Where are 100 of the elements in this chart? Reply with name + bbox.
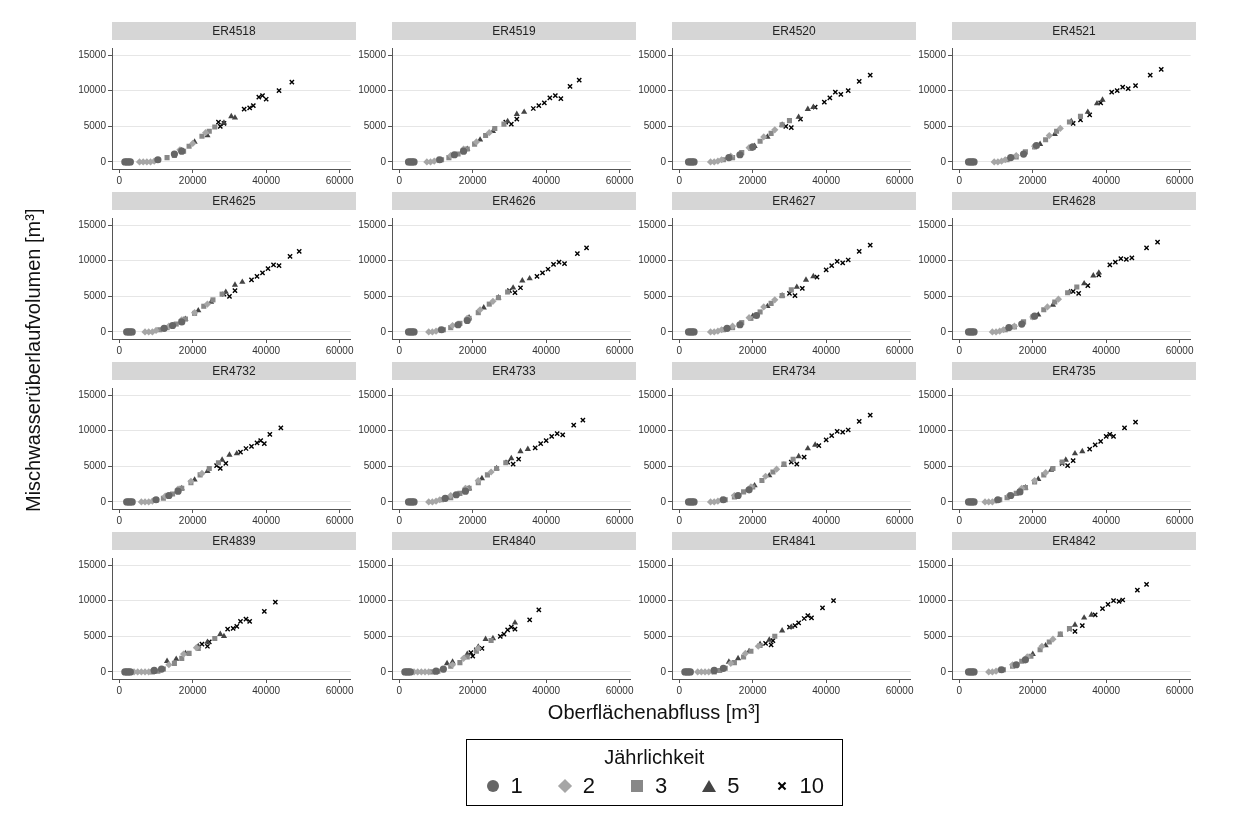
y-tick-label: 15000 [78, 48, 107, 60]
y-tick-label: 15000 [638, 218, 667, 230]
chart-title: ER4841 [672, 532, 916, 550]
chart-title: ER4839 [112, 532, 356, 550]
y-tick-label: 15000 [918, 218, 947, 230]
x-tick-label: 40000 [812, 174, 841, 186]
x-tick-label: 0 [676, 344, 683, 356]
x-tick-label: 0 [956, 514, 963, 526]
x-tick-label: 0 [116, 514, 123, 526]
x-tick-label: 60000 [1165, 684, 1194, 696]
y-tick-label: 5000 [83, 120, 107, 132]
x-tick-label: 0 [116, 684, 123, 696]
x-tick-label: 20000 [1018, 514, 1048, 526]
x-tick-label: 20000 [1018, 344, 1048, 356]
x-tick-label: 0 [396, 684, 403, 696]
x-tick-label: 60000 [605, 344, 634, 356]
y-tick-label: 15000 [918, 388, 947, 400]
y-tick-label: 10000 [78, 594, 107, 606]
x-tick-label: 20000 [738, 344, 768, 356]
x-tick-label: 0 [676, 684, 683, 696]
y-tick-label: 15000 [638, 558, 667, 570]
legend-label: 3 [655, 773, 668, 799]
y-tick-label: 5000 [363, 290, 387, 302]
y-tick-label: 5000 [83, 290, 107, 302]
y-tick-label: 5000 [643, 460, 667, 472]
y-tick-label: 10000 [918, 594, 947, 606]
x-tick-label: 60000 [325, 174, 354, 186]
y-tick-label: 0 [660, 325, 667, 337]
chart-title: ER4628 [952, 192, 1196, 210]
y-tick-label: 0 [380, 495, 387, 507]
x-tick-label: 20000 [1018, 174, 1048, 186]
y-tick-label: 15000 [358, 388, 387, 400]
y-tick-label: 0 [660, 155, 667, 167]
x-tick-label: 20000 [458, 684, 488, 696]
x-tick-label: 60000 [885, 684, 914, 696]
y-tick-label: 5000 [363, 120, 387, 132]
x-tick-label: 60000 [605, 684, 634, 696]
x-axis-title: Oberflächenabfluss [m³] [546, 701, 762, 724]
y-tick-label: 5000 [643, 290, 667, 302]
x-tick-label: 20000 [458, 344, 488, 356]
y-tick-label: 10000 [78, 424, 107, 436]
chart-title: ER4627 [672, 192, 916, 210]
x-tick-label: 0 [956, 174, 963, 186]
x-tick-label: 60000 [605, 174, 634, 186]
legend-label: 1 [510, 773, 523, 799]
y-tick-label: 10000 [918, 84, 947, 96]
legend-label: 10 [799, 773, 824, 799]
x-tick-label: 0 [396, 344, 403, 356]
chart-title: ER4625 [112, 192, 356, 210]
y-axis-title: Mischwasserüberlaufvolumen [m³] [20, 207, 45, 515]
chart-title: ER4519 [392, 22, 636, 40]
y-tick-label: 10000 [358, 594, 387, 606]
y-tick-label: 10000 [358, 254, 387, 266]
x-tick-label: 40000 [812, 344, 841, 356]
y-tick-label: 5000 [83, 630, 107, 642]
x-tick-label: 20000 [1018, 684, 1048, 696]
x-tick-label: 0 [116, 174, 123, 186]
y-tick-label: 0 [380, 665, 387, 677]
y-tick-label: 10000 [918, 424, 947, 436]
y-tick-label: 0 [100, 155, 107, 167]
y-tick-label: 10000 [358, 424, 387, 436]
y-tick-label: 10000 [918, 254, 947, 266]
x-tick-label: 0 [956, 344, 963, 356]
chart-title: ER4520 [672, 22, 916, 40]
x-tick-label: 40000 [812, 684, 841, 696]
x-tick-label: 40000 [532, 684, 561, 696]
y-tick-label: 5000 [923, 290, 947, 302]
chart-title: ER4734 [672, 362, 916, 380]
y-tick-label: 0 [660, 495, 667, 507]
x-tick-label: 40000 [812, 514, 841, 526]
y-tick-label: 0 [100, 495, 107, 507]
x-tick-label: 20000 [178, 514, 208, 526]
y-tick-label: 5000 [923, 630, 947, 642]
y-tick-label: 10000 [78, 84, 107, 96]
chart-title: ER4521 [952, 22, 1196, 40]
y-tick-label: 0 [940, 665, 947, 677]
x-tick-label: 40000 [252, 514, 281, 526]
x-tick-label: 20000 [178, 684, 208, 696]
x-tick-label: 60000 [325, 684, 354, 696]
y-tick-label: 15000 [638, 48, 667, 60]
x-tick-label: 60000 [325, 514, 354, 526]
x-tick-label: 60000 [885, 514, 914, 526]
legend-label: 5 [727, 773, 740, 799]
chart-title: ER4732 [112, 362, 356, 380]
x-tick-label: 40000 [1092, 684, 1121, 696]
x-tick-label: 20000 [178, 174, 208, 186]
x-tick-label: 40000 [532, 514, 561, 526]
y-tick-label: 10000 [358, 84, 387, 96]
chart-title: ER4840 [392, 532, 636, 550]
x-tick-label: 20000 [178, 344, 208, 356]
x-tick-label: 40000 [1092, 174, 1121, 186]
x-tick-label: 0 [116, 344, 123, 356]
x-tick-label: 20000 [738, 514, 768, 526]
y-tick-label: 15000 [78, 218, 107, 230]
y-tick-label: 10000 [638, 594, 667, 606]
x-tick-label: 0 [396, 514, 403, 526]
x-tick-label: 60000 [605, 514, 634, 526]
legend-label: 2 [582, 773, 595, 799]
y-tick-label: 0 [380, 155, 387, 167]
chart-title: ER4626 [392, 192, 636, 210]
